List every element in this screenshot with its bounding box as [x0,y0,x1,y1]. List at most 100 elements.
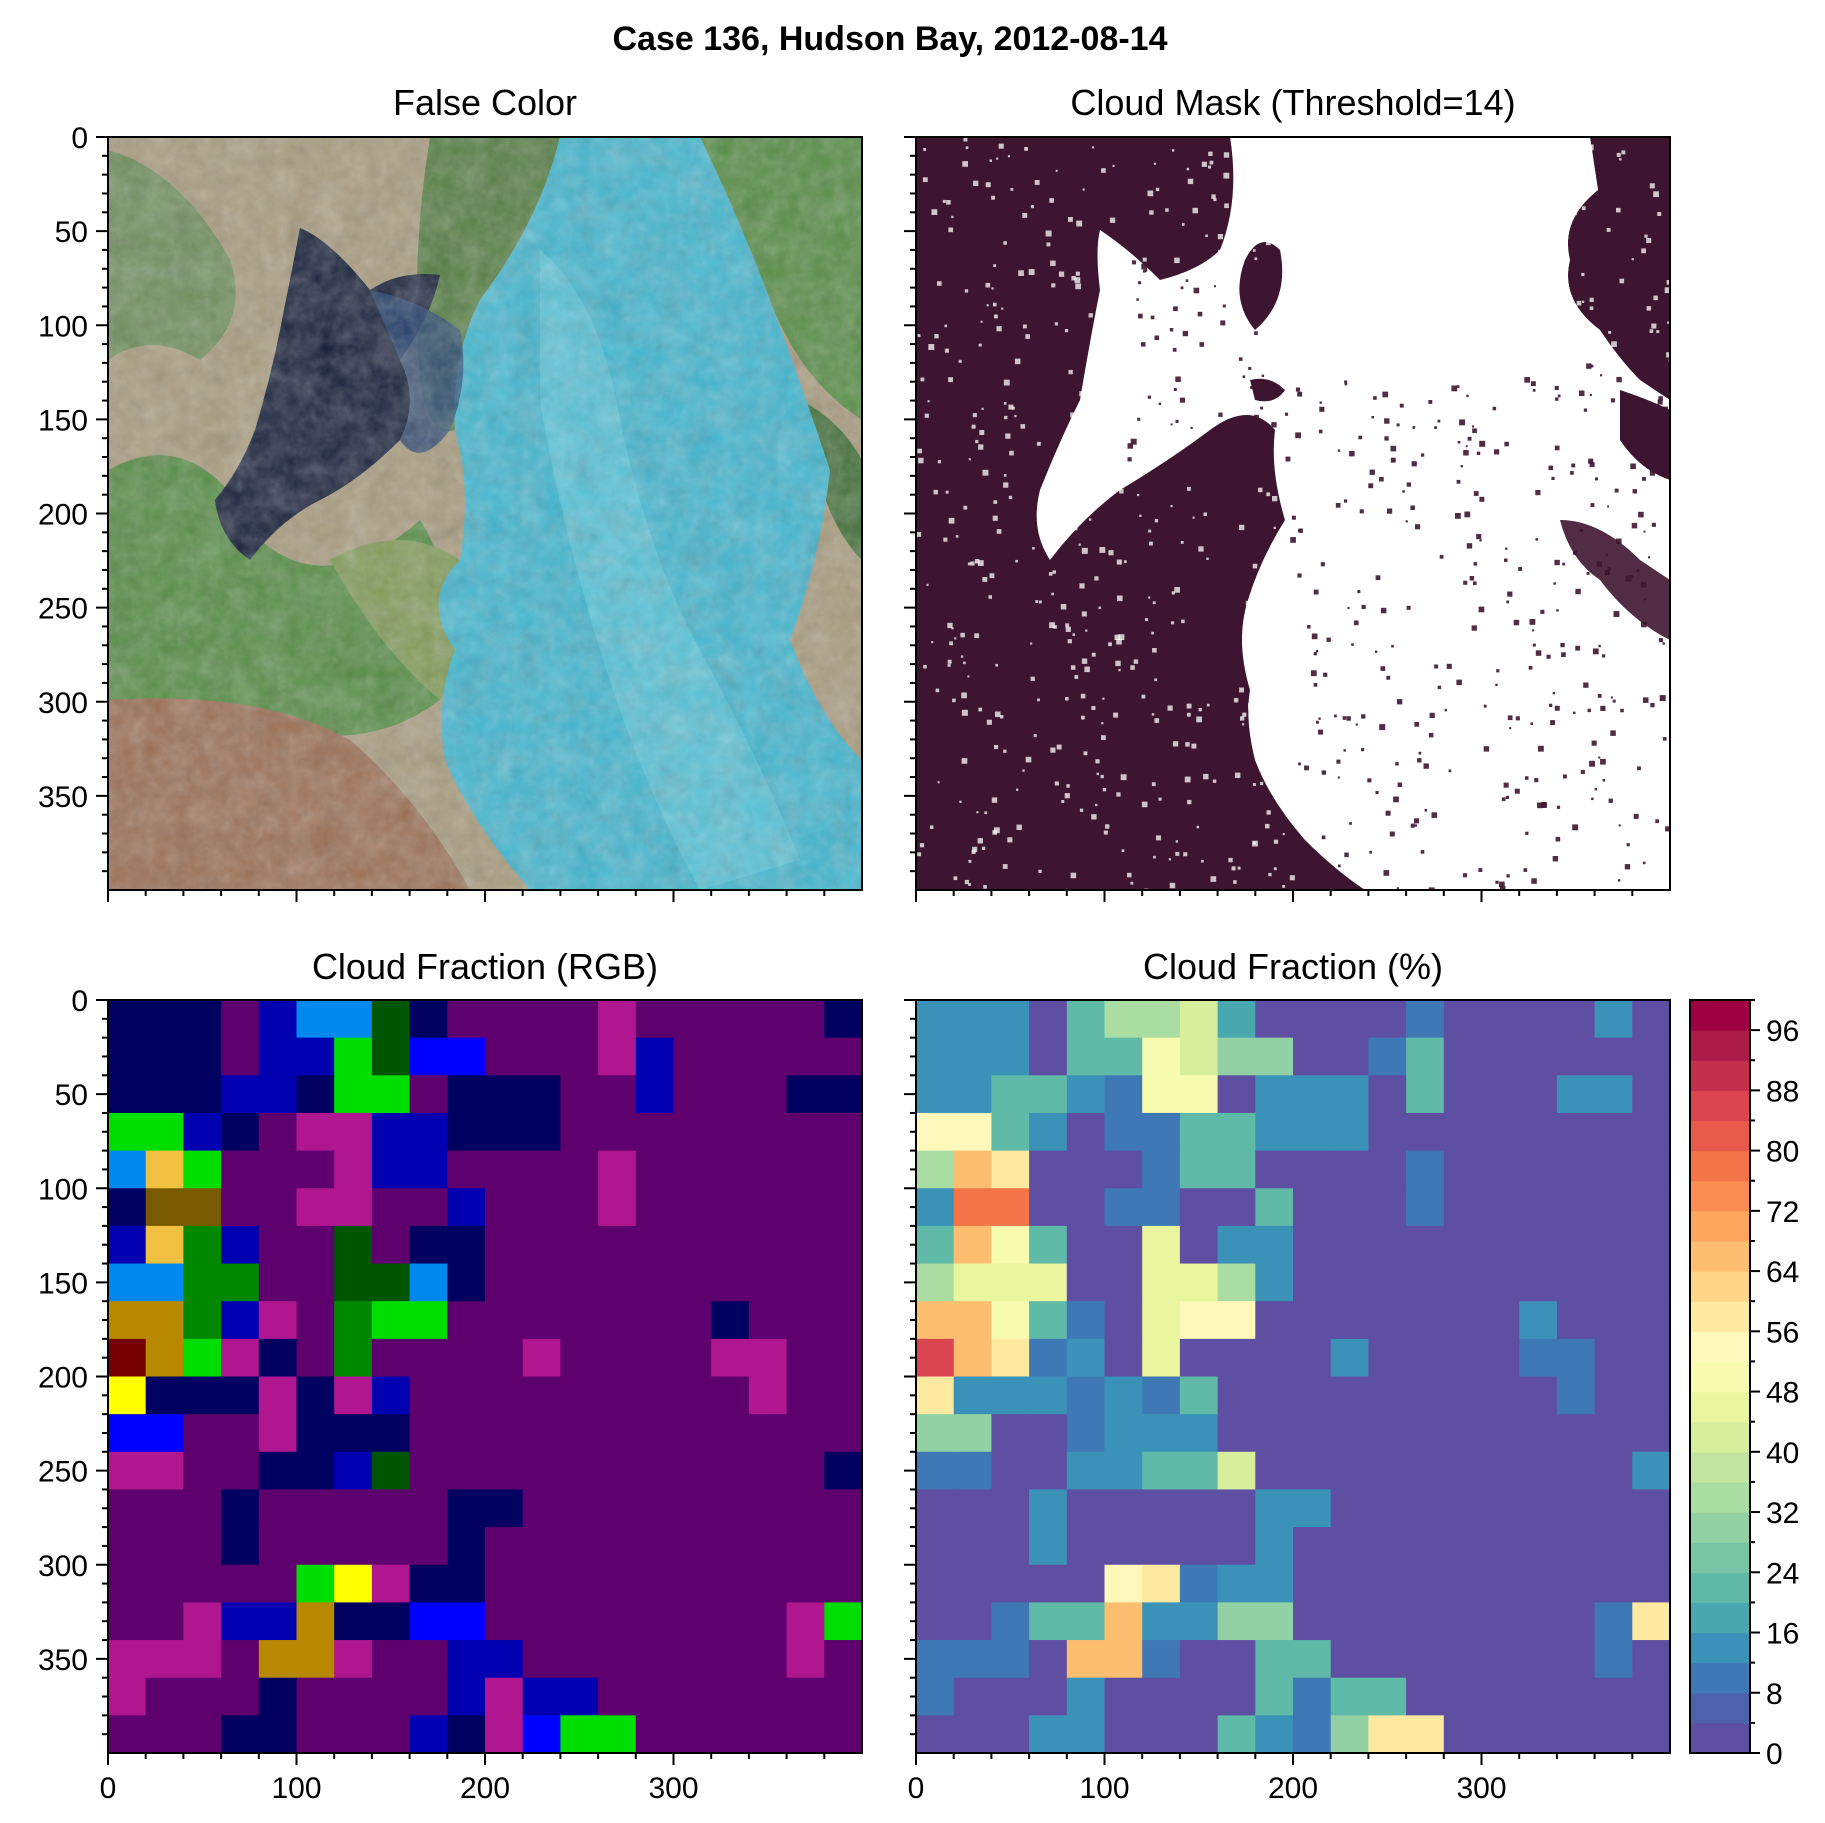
mask-speck [1259,209,1263,212]
heatmap-cell [1481,1715,1520,1754]
mask-speck [979,430,985,435]
heatmap-cell [221,1715,260,1754]
mask-speck [1095,440,1100,446]
mask-speck [1167,705,1173,711]
mask-speck [1648,556,1651,559]
heatmap-cell [334,1451,373,1491]
heatmap-cell [1217,1000,1256,1039]
mask-speck [1254,257,1258,261]
mask-speck [1181,223,1185,226]
mask-speck [1595,477,1598,481]
mask-speck [1291,515,1296,520]
mask-speck [1008,404,1014,410]
mask-speck [918,457,924,464]
heatmap-cell [409,1640,448,1679]
heatmap-cell [560,1640,599,1679]
colorbar-tick-label: 80 [1766,1136,1799,1169]
heatmap-cell [1519,1263,1558,1302]
mask-speck [1180,541,1184,544]
mask-speck [1456,679,1462,686]
colorbar-segment [1690,1722,1750,1754]
mask-speck [1535,650,1542,656]
mask-speck [942,199,946,203]
heatmap-cell [1556,1037,1596,1076]
mask-speck [975,439,979,444]
heatmap-cell [1179,1150,1219,1189]
heatmap-cell [1556,1112,1596,1152]
heatmap-cell [953,1715,992,1754]
mask-speck [1554,705,1560,711]
mask-speck [1242,375,1246,378]
heatmap-cell [1368,1715,1407,1754]
heatmap-cell [598,1263,637,1302]
y-tick-label: 200 [38,1362,88,1395]
heatmap-cell [145,1000,184,1039]
colorbar-segment [1690,1361,1750,1393]
mask-speck [1600,705,1606,711]
mask-speck [1630,463,1636,470]
heatmap-cell [1330,1640,1369,1679]
mask-speck [1552,692,1555,695]
heatmap-cell [1217,1075,1256,1114]
mask-speck [1073,472,1079,477]
heatmap-cell [1406,1451,1445,1491]
mask-speck [980,320,983,323]
mask-speck [937,781,940,784]
mask-speck [1463,580,1468,585]
heatmap-cell [598,1564,637,1603]
heatmap-cell [991,1225,1030,1265]
mask-speck [961,758,968,764]
mask-speck [1217,234,1223,240]
heatmap-cell [1029,1564,1068,1603]
heatmap-cell [1142,1301,1181,1340]
heatmap-cell [1142,1075,1181,1114]
heatmap-cell [1142,1150,1181,1189]
heatmap-cell [1519,1037,1558,1076]
heatmap-cell [108,1263,147,1302]
heatmap-cell [334,1000,373,1039]
mask-speck [1034,180,1040,185]
heatmap-cell [786,1037,825,1076]
heatmap-cell [673,1677,712,1716]
heatmap-cell [635,1263,675,1302]
mask-speck [1300,344,1303,347]
mask-speck [1052,570,1056,574]
heatmap-cell [824,1075,863,1114]
heatmap-cell [916,1150,955,1189]
heatmap-cell [1029,1527,1068,1566]
heatmap-cell [748,1376,788,1415]
heatmap-cell [334,1150,373,1189]
heatmap-cell [221,1188,260,1227]
heatmap-cell [485,1677,524,1716]
heatmap-cell [221,1150,260,1189]
mask-speck [1260,678,1264,682]
heatmap-cell [1104,1188,1143,1227]
heatmap-cell [1142,1602,1181,1641]
heatmap-cell [334,1338,373,1378]
mask-speck [1535,538,1538,541]
mask-speck [1346,716,1351,721]
mask-speck [1344,382,1348,386]
heatmap-cell [673,1564,712,1603]
heatmap-cell [183,1075,222,1114]
colorbar-tick-label: 96 [1766,1015,1799,1048]
mask-speck [972,846,978,852]
mask-speck [1172,741,1179,747]
mask-speck [1130,665,1135,670]
heatmap-cell [560,1188,599,1227]
mask-speck [1417,298,1421,303]
heatmap-cell [1104,1225,1143,1265]
mask-speck [1478,606,1485,613]
heatmap-cell [560,1602,599,1641]
heatmap-cell [258,1188,298,1227]
heatmap-cell [145,1301,184,1340]
heatmap-cell [673,1075,712,1114]
mask-speck [1036,441,1041,446]
mask-speck [1022,324,1027,329]
heatmap-cell [1632,1640,1671,1679]
heatmap-cell [1368,1376,1407,1415]
heatmap-cell [1594,1489,1633,1528]
heatmap-cell [1406,1564,1445,1603]
heatmap-cell [1293,1602,1332,1641]
mask-speck [1390,457,1396,463]
